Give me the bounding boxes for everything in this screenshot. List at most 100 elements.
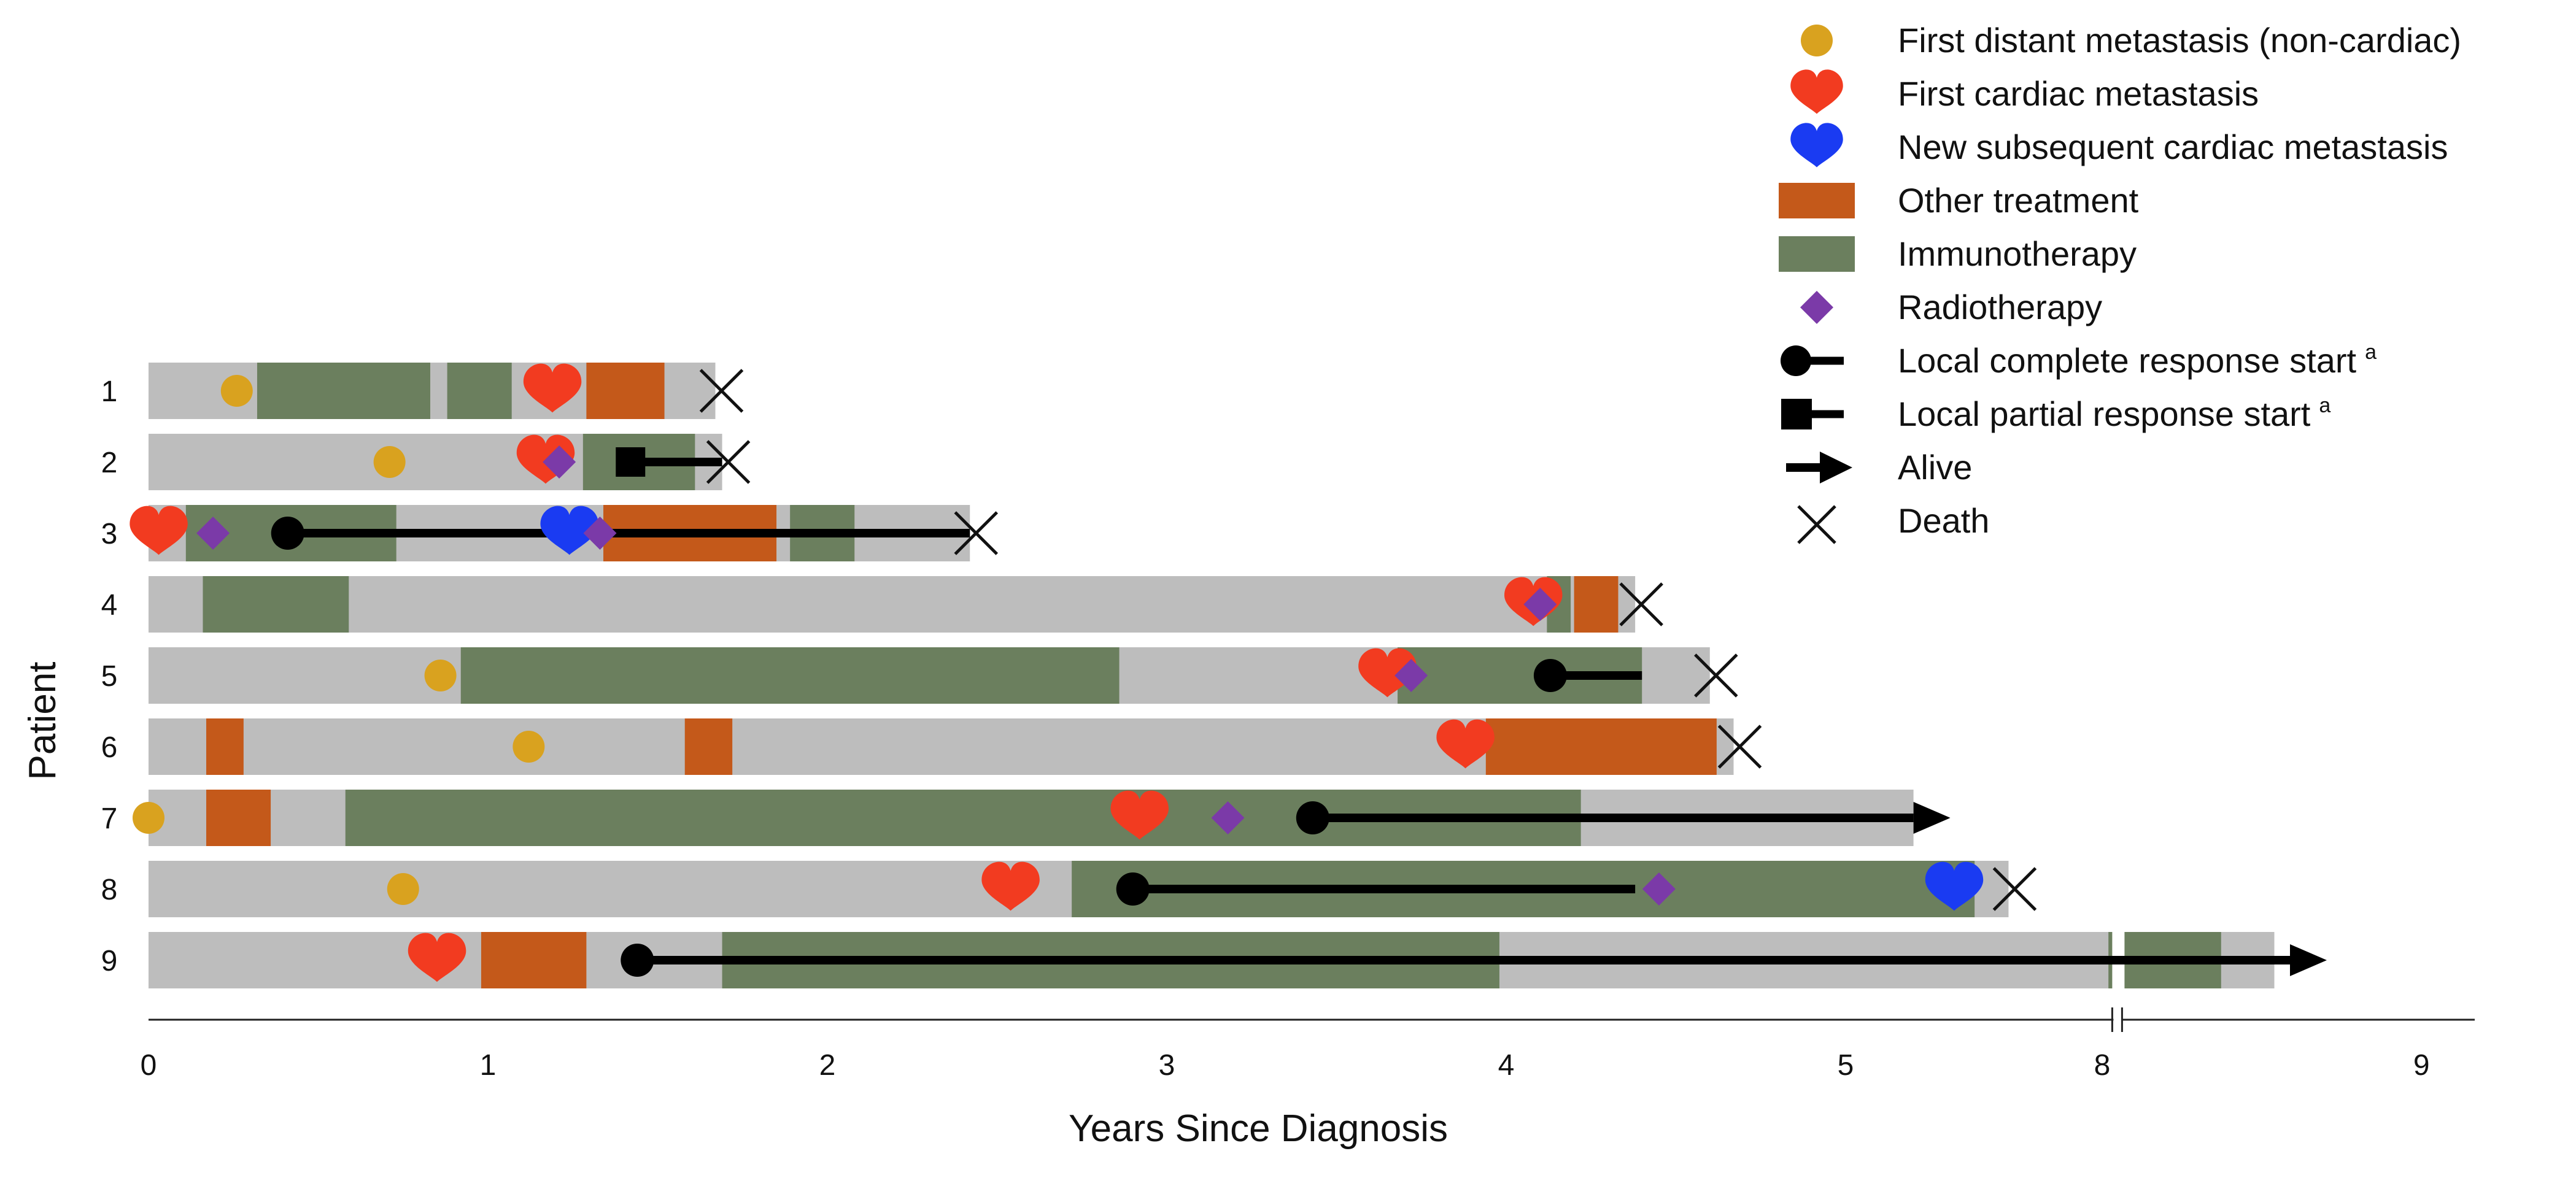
distant-metastasis-marker bbox=[220, 375, 253, 407]
death-marker bbox=[1694, 653, 1738, 698]
patient-row-7: 7 bbox=[101, 790, 1951, 846]
legend-swatch-partial bbox=[1781, 399, 1844, 429]
patient-row-5: 5 bbox=[101, 647, 1738, 704]
legend-swatch-metastasis bbox=[1801, 25, 1833, 56]
immunotherapy-segment bbox=[257, 363, 430, 419]
legend-heart-blue-icon bbox=[1790, 123, 1843, 167]
legend-item-complete: Local complete response start a bbox=[1781, 341, 2377, 380]
immunotherapy-segment bbox=[460, 647, 1120, 704]
legend-item-other: Other treatment bbox=[1779, 181, 2139, 220]
legend-swatch-alive bbox=[1786, 452, 1852, 483]
patient-row-2: 2 bbox=[101, 434, 751, 490]
death-marker bbox=[706, 440, 751, 484]
legend-item-death: Death bbox=[1797, 501, 1989, 544]
y-tick-label: 6 bbox=[101, 731, 118, 764]
distant-metastasis-marker bbox=[424, 660, 457, 691]
patient-row-1: 1 bbox=[101, 363, 744, 419]
patient-row-8: 8 bbox=[101, 861, 2037, 917]
radiotherapy-marker bbox=[1211, 801, 1245, 834]
immunotherapy-segment bbox=[447, 363, 512, 419]
x-tick-label: 5 bbox=[1838, 1049, 1854, 1082]
radiotherapy-marker bbox=[1642, 872, 1676, 906]
death-marker bbox=[954, 511, 999, 555]
legend-heart-red-icon bbox=[1790, 69, 1843, 114]
legend-label: First cardiac metastasis bbox=[1898, 74, 2259, 113]
legend-label: Radiotherapy bbox=[1898, 288, 2102, 326]
legend-item-immuno: Immunotherapy bbox=[1779, 234, 2137, 273]
axis-break bbox=[2111, 1006, 2123, 1033]
other-treatment-segment bbox=[586, 363, 665, 419]
complete-response-line bbox=[1296, 801, 1914, 834]
patient-row-6: 6 bbox=[101, 718, 1762, 775]
complete-response-line bbox=[621, 944, 2290, 977]
radiotherapy-marker bbox=[543, 445, 576, 479]
death-marker bbox=[1619, 582, 1663, 626]
legend-swatch-complete bbox=[1781, 345, 1844, 376]
legend-label: Immunotherapy bbox=[1898, 234, 2137, 273]
legend-label: Local complete response start a bbox=[1898, 341, 2377, 380]
patient-row-4: 4 bbox=[101, 576, 1663, 633]
x-tick-label: 3 bbox=[1159, 1049, 1175, 1082]
other-treatment-segment bbox=[206, 790, 271, 846]
legend-label: First distant metastasis (non-cardiac) bbox=[1898, 21, 2461, 60]
x-tick-label: 0 bbox=[141, 1049, 157, 1082]
complete-response-line bbox=[1116, 872, 1636, 906]
y-axis-title: Patient bbox=[21, 661, 64, 780]
y-tick-label: 8 bbox=[101, 874, 118, 906]
other-treatment-segment bbox=[684, 718, 733, 775]
alive-arrow bbox=[1913, 802, 1951, 834]
patient-bar bbox=[149, 576, 1636, 633]
other-treatment-segment bbox=[1574, 576, 1619, 633]
x-tick-label: 4 bbox=[1498, 1049, 1515, 1082]
x-tick-label: 1 bbox=[480, 1049, 497, 1082]
distant-metastasis-marker bbox=[512, 731, 545, 763]
x-tick-label: 9 bbox=[2413, 1049, 2430, 1082]
legend-label: Death bbox=[1898, 501, 1989, 540]
legend-label: Other treatment bbox=[1898, 181, 2139, 220]
y-tick-label: 3 bbox=[101, 518, 118, 550]
radiotherapy-marker bbox=[1800, 291, 1833, 324]
death-marker bbox=[1797, 505, 1836, 544]
radiotherapy-marker bbox=[583, 517, 617, 550]
complete-response-line bbox=[271, 517, 970, 550]
partial-response-line bbox=[616, 447, 722, 477]
other-treatment-segment bbox=[1485, 718, 1717, 775]
distant-metastasis-marker bbox=[387, 873, 419, 905]
y-tick-label: 7 bbox=[101, 803, 118, 835]
x-tick-label: 8 bbox=[2094, 1049, 2111, 1082]
legend-item-cardiac: First cardiac metastasis bbox=[1790, 69, 2259, 114]
distant-metastasis-marker bbox=[133, 802, 164, 834]
y-tick-label: 1 bbox=[101, 375, 118, 408]
legend-item-radio: Radiotherapy bbox=[1800, 288, 2102, 326]
legend-item-alive: Alive bbox=[1786, 448, 1972, 487]
radiotherapy-marker bbox=[1523, 588, 1557, 621]
x-tick-label: 2 bbox=[819, 1049, 836, 1082]
patient-row-9: 9 bbox=[101, 930, 2327, 991]
legend-label: Local partial response start a bbox=[1898, 394, 2330, 433]
legend-item-partial: Local partial response start a bbox=[1781, 394, 2330, 433]
y-tick-label: 5 bbox=[101, 660, 118, 693]
death-marker bbox=[699, 369, 744, 413]
legend-item-metastasis: First distant metastasis (non-cardiac) bbox=[1801, 21, 2461, 60]
death-marker bbox=[1717, 725, 1762, 769]
patient-row-3: 3 bbox=[101, 505, 999, 561]
other-treatment-segment bbox=[206, 718, 244, 775]
y-tick-label: 2 bbox=[101, 447, 118, 479]
legend-swatch-immuno bbox=[1779, 236, 1855, 272]
y-tick-label: 4 bbox=[101, 589, 118, 622]
complete-response-line bbox=[1533, 659, 1642, 692]
legend-label: New subsequent cardiac metastasis bbox=[1898, 128, 2448, 166]
legend-swatch-other bbox=[1779, 183, 1855, 218]
y-tick-label: 9 bbox=[101, 945, 118, 977]
radiotherapy-marker bbox=[196, 517, 230, 550]
x-axis: Years Since Diagnosis Patient 0 1 2 3 4 5 8 9 bbox=[21, 661, 2475, 1150]
x-axis-title: Years Since Diagnosis bbox=[1069, 1107, 1448, 1150]
other-treatment-segment bbox=[481, 932, 587, 988]
bars-layer: 1 2 3 4 5 6 7 8 9 bbox=[101, 363, 2327, 991]
legend-label: Alive bbox=[1898, 448, 1972, 487]
radiotherapy-marker bbox=[1394, 659, 1428, 692]
legend: First distant metastasis (non-cardiac) Fi… bbox=[1779, 21, 2461, 544]
immunotherapy-segment bbox=[203, 576, 349, 633]
death-marker bbox=[1992, 867, 2037, 911]
